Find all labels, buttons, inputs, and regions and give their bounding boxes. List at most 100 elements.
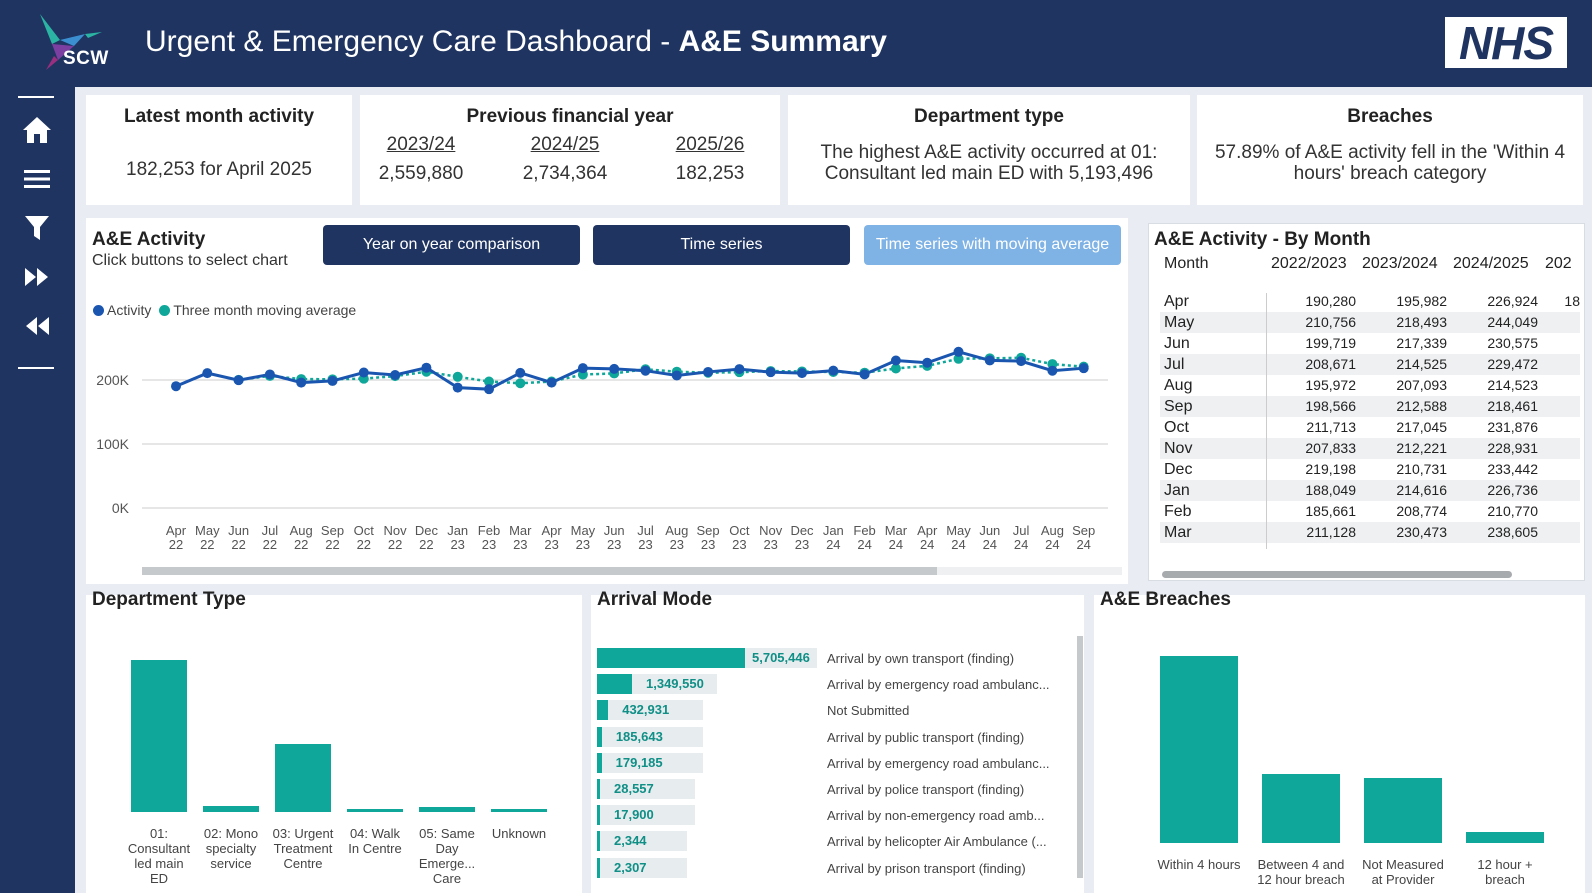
activity-point[interactable] bbox=[452, 382, 463, 393]
activity-point[interactable] bbox=[577, 363, 588, 374]
table-row[interactable]: Jan 188,049 214,616 226,736 bbox=[1160, 480, 1580, 501]
activity-point[interactable] bbox=[640, 365, 651, 376]
breach-bar[interactable] bbox=[1364, 778, 1442, 843]
arrival-mode-bar[interactable] bbox=[597, 726, 602, 747]
arrival-mode-scrollbar[interactable] bbox=[1077, 636, 1083, 878]
col-header-2025-partial[interactable]: 202 bbox=[1545, 255, 1572, 272]
category-label-line: Within 4 hours bbox=[1157, 857, 1241, 872]
col-header-2024-2025[interactable]: 2024/2025 bbox=[1453, 255, 1529, 272]
arrival-mode-value: 2,344 bbox=[614, 833, 647, 849]
activity-point[interactable] bbox=[984, 355, 995, 366]
activity-point[interactable] bbox=[765, 367, 776, 378]
table-row[interactable]: Aug 195,972 207,093 214,523 bbox=[1160, 375, 1580, 396]
department-type-bar[interactable] bbox=[275, 744, 331, 812]
activity-point[interactable] bbox=[233, 375, 244, 386]
activity-point[interactable] bbox=[890, 355, 901, 366]
activity-point[interactable] bbox=[515, 367, 526, 378]
arrival-mode-row[interactable]: 17,900 Arrival by non-emergency road amb.… bbox=[597, 805, 1067, 826]
arrival-mode-row[interactable]: 179,185 Arrival by emergency road ambulan… bbox=[597, 752, 1067, 773]
activity-point[interactable] bbox=[953, 346, 964, 357]
arrival-mode-row[interactable]: 432,931 Not Submitted bbox=[597, 700, 1067, 721]
breach-bar[interactable] bbox=[1466, 831, 1544, 843]
table-row[interactable]: May 210,756 218,493 244,049 bbox=[1160, 312, 1580, 333]
activity-point[interactable] bbox=[859, 369, 870, 380]
arrival-mode-row[interactable]: 1,349,550 Arrival by emergency road ambul… bbox=[597, 674, 1067, 695]
table-row[interactable]: Jul 208,671 214,525 229,472 bbox=[1160, 354, 1580, 375]
chart-scrollbar-thumb[interactable] bbox=[142, 567, 937, 575]
activity-point[interactable] bbox=[922, 357, 933, 368]
activity-point[interactable] bbox=[327, 375, 338, 386]
table-row[interactable]: Nov 207,833 212,221 228,931 bbox=[1160, 438, 1580, 459]
arrival-mode-bar[interactable] bbox=[597, 779, 600, 799]
activity-point[interactable] bbox=[202, 368, 213, 379]
activity-point[interactable] bbox=[734, 364, 745, 375]
table-row[interactable]: Jun 199,719 217,339 230,575 bbox=[1160, 333, 1580, 354]
chart-scrollbar[interactable] bbox=[142, 567, 1122, 575]
department-type-bar[interactable] bbox=[491, 809, 547, 812]
arrival-mode-row[interactable]: 5,705,446 Arrival by own transport (findi… bbox=[597, 648, 1067, 668]
activity-point[interactable] bbox=[1047, 365, 1058, 376]
activity-point[interactable] bbox=[671, 370, 682, 381]
department-type-bar[interactable] bbox=[131, 660, 187, 812]
time-series-button[interactable]: Time series bbox=[593, 225, 850, 265]
arrival-mode-row[interactable]: 28,557 Arrival by police transport (findi… bbox=[597, 779, 1067, 799]
filter-icon[interactable] bbox=[20, 211, 54, 245]
moving-average-button[interactable]: Time series with moving average bbox=[864, 225, 1121, 265]
activity-point[interactable] bbox=[484, 384, 494, 395]
col-header-2022-2023[interactable]: 2022/2023 bbox=[1271, 255, 1347, 272]
arrival-mode-row[interactable]: 185,643 Arrival by public transport (find… bbox=[597, 726, 1067, 747]
arrival-mode-bar[interactable] bbox=[597, 805, 600, 826]
moving-average-point[interactable] bbox=[452, 371, 463, 382]
department-type-bar[interactable] bbox=[203, 806, 259, 812]
table-row[interactable]: Dec 219,198 210,731 233,442 bbox=[1160, 459, 1580, 480]
menu-icon[interactable] bbox=[20, 162, 54, 196]
col-header-2023-2024[interactable]: 2023/2024 bbox=[1362, 255, 1438, 272]
arrival-mode-row[interactable]: 2,344 Arrival by helicopter Air Ambulance… bbox=[597, 831, 1067, 852]
moving-average-point[interactable] bbox=[515, 378, 526, 389]
table-scrollbar[interactable] bbox=[1162, 571, 1512, 578]
activity-point[interactable] bbox=[264, 369, 275, 380]
activity-point[interactable] bbox=[358, 367, 369, 378]
activity-point[interactable] bbox=[703, 366, 714, 377]
value-cell: 210,756 bbox=[1305, 314, 1356, 330]
arrival-mode-bar[interactable] bbox=[597, 648, 745, 668]
arrival-mode-bar[interactable] bbox=[597, 831, 600, 852]
activity-point[interactable] bbox=[828, 365, 839, 376]
table-row[interactable]: Apr 190,280 195,982 226,924 18 bbox=[1160, 291, 1580, 312]
table-row[interactable]: Feb 185,661 208,774 210,770 bbox=[1160, 501, 1580, 522]
activity-point[interactable] bbox=[797, 368, 807, 379]
month-cell: Feb bbox=[1164, 503, 1192, 520]
moving-average-point[interactable] bbox=[953, 353, 964, 364]
activity-point[interactable] bbox=[171, 381, 181, 392]
breach-bar[interactable] bbox=[1160, 656, 1238, 843]
arrival-mode-bar[interactable] bbox=[597, 857, 600, 878]
activity-point[interactable] bbox=[1016, 356, 1027, 367]
fy-2024-25[interactable]: 2024/25 2,734,364 bbox=[522, 134, 608, 184]
forward-icon[interactable] bbox=[20, 260, 54, 294]
table-row[interactable]: Oct 211,713 217,045 231,876 bbox=[1160, 417, 1580, 438]
activity-point[interactable] bbox=[1078, 363, 1089, 374]
activity-point[interactable] bbox=[421, 362, 432, 373]
arrival-mode-bar[interactable] bbox=[597, 700, 609, 721]
arrival-mode-bar[interactable] bbox=[597, 752, 602, 773]
moving-average-point[interactable] bbox=[484, 376, 494, 387]
home-icon[interactable] bbox=[20, 113, 54, 147]
back-icon[interactable] bbox=[20, 309, 54, 343]
activity-point[interactable] bbox=[390, 369, 401, 380]
department-type-bar[interactable] bbox=[419, 807, 475, 812]
year-on-year-button[interactable]: Year on year comparison bbox=[323, 225, 580, 265]
arrival-mode-row[interactable]: 2,307 Arrival by prison transport (findin… bbox=[597, 857, 1067, 878]
arrival-mode-bar[interactable] bbox=[597, 674, 632, 695]
fy-2023-24[interactable]: 2023/24 2,559,880 bbox=[378, 134, 464, 184]
fy-2025-26[interactable]: 2025/26 182,253 bbox=[675, 134, 745, 184]
breach-bar[interactable] bbox=[1262, 773, 1340, 843]
department-type-bar[interactable] bbox=[347, 809, 403, 812]
table-row[interactable]: Sep 198,566 212,588 218,461 bbox=[1160, 396, 1580, 417]
activity-point[interactable] bbox=[296, 377, 307, 388]
moving-average-point[interactable] bbox=[890, 363, 901, 374]
table-row[interactable]: Mar 211,128 230,473 238,605 bbox=[1160, 522, 1580, 543]
col-header-month[interactable]: Month bbox=[1164, 255, 1209, 272]
activity-point[interactable] bbox=[609, 363, 620, 374]
activity-point[interactable] bbox=[546, 377, 557, 388]
scw-logo-text: SCW bbox=[63, 48, 109, 69]
